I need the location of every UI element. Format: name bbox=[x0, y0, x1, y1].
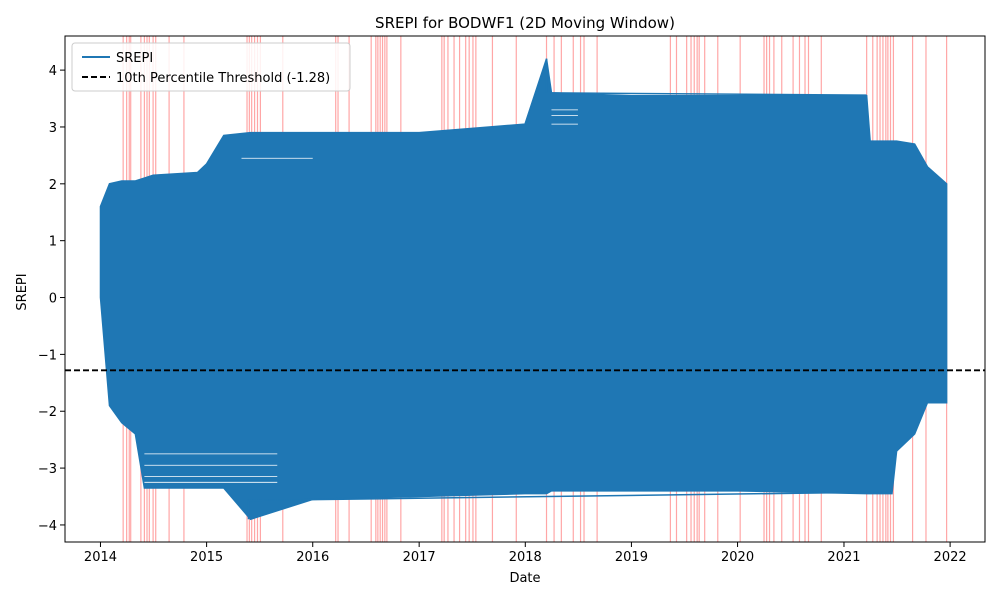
srepi-connector-top bbox=[551, 92, 867, 96]
srepi-connector-bottom bbox=[248, 491, 892, 502]
legend-label-threshold: 10th Percentile Threshold (-1.28) bbox=[116, 71, 330, 86]
x-tick-label: 2014 bbox=[84, 550, 117, 565]
legend: SREPI 10th Percentile Threshold (-1.28) bbox=[71, 42, 351, 92]
y-tick-label: 2 bbox=[49, 178, 57, 193]
y-axis-title: SREPI bbox=[15, 273, 30, 310]
series-layer bbox=[99, 58, 948, 521]
y-tick-label: −4 bbox=[38, 519, 57, 534]
x-axis: 2014 2015 2016 2017 2018 2019 2020 2021 2022 bbox=[84, 542, 967, 565]
y-tick-label: −2 bbox=[38, 405, 57, 420]
y-tick-label: 4 bbox=[49, 64, 57, 79]
x-tick-label: 2020 bbox=[721, 550, 754, 565]
x-axis-title: Date bbox=[509, 571, 540, 586]
legend-box bbox=[71, 42, 351, 92]
y-tick-label: −1 bbox=[38, 348, 57, 363]
y-tick-label: −3 bbox=[38, 462, 57, 477]
chart-title: SREPI for BODWF1 (2D Moving Window) bbox=[375, 14, 675, 32]
y-tick-label: 0 bbox=[49, 292, 57, 307]
x-tick-label: 2015 bbox=[190, 550, 223, 565]
y-axis: −4 −3 −2 −1 0 1 2 3 4 bbox=[38, 64, 65, 534]
x-tick-label: 2017 bbox=[403, 550, 436, 565]
x-tick-label: 2018 bbox=[509, 550, 542, 565]
y-tick-label: 3 bbox=[49, 121, 57, 136]
legend-label-srepi: SREPI bbox=[116, 51, 153, 66]
x-tick-label: 2021 bbox=[827, 550, 860, 565]
y-tick-label: 1 bbox=[49, 235, 57, 250]
x-tick-label: 2019 bbox=[615, 550, 648, 565]
x-tick-label: 2016 bbox=[296, 550, 329, 565]
x-tick-label: 2022 bbox=[934, 550, 967, 565]
srepi-series-area bbox=[99, 58, 948, 521]
